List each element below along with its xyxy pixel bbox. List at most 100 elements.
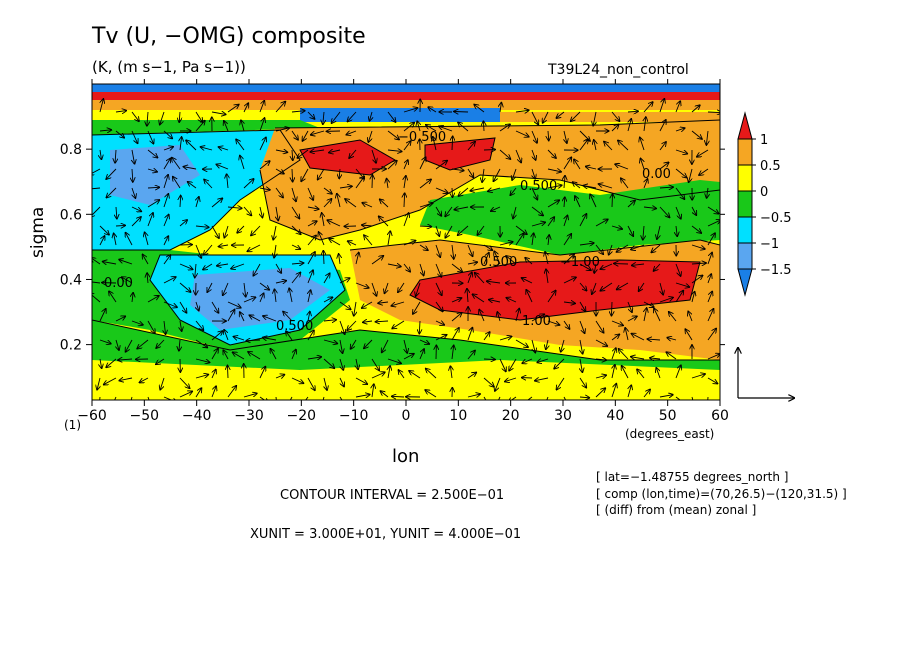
plot-area [92,84,720,400]
reference-vector [738,348,794,398]
y-tick-label: 0.8 [60,142,82,158]
x-tick-label: 20 [502,408,520,424]
wind-vector [179,282,191,292]
wind-vector [657,225,660,239]
chart-title: Tv (U, −OMG) composite [92,24,366,49]
wind-vector [163,236,168,246]
wind-vector [92,168,101,175]
wind-vector [243,393,257,398]
wind-vector [340,339,343,353]
wind-vector [467,244,473,256]
x-tick-label: −60 [77,408,107,424]
wind-vector [452,345,454,360]
wind-vector [451,328,459,341]
wind-vector [115,225,125,226]
wind-vector [92,281,101,284]
wind-vector [667,338,677,340]
wind-vector [654,263,661,271]
wind-vector [100,358,102,368]
wind-vector [707,354,720,360]
wind-vector [345,199,357,208]
wind-vector [489,300,501,302]
wind-vector [403,263,410,272]
wind-vector [301,168,309,181]
wind-vector [675,282,689,287]
wind-vector [522,396,533,400]
wind-vector [547,291,556,303]
wind-vector [545,252,548,265]
wind-vector [99,339,111,344]
wind-vector [227,105,239,113]
wind-vector [574,159,581,170]
wind-vector [195,358,210,362]
wind-vector [387,358,401,363]
wind-vector [323,251,324,265]
wind-vector [115,130,124,138]
wind-vector [595,219,608,227]
wind-vector [403,141,411,151]
wind-vector [179,339,180,351]
wind-vector [692,292,695,303]
wind-vector [706,130,708,145]
wind-vector [467,394,480,397]
wind-vector [387,111,396,122]
wind-vector [571,111,581,121]
wind-vector [548,235,549,246]
wind-vector [609,244,612,255]
wind-vector [163,255,170,265]
wind-vector [419,349,424,360]
wind-vector [479,310,485,322]
wind-vector [297,149,309,158]
wind-vector [483,244,492,250]
wind-vector [346,131,357,135]
wind-vector [196,197,199,208]
wind-vector [675,168,687,178]
wind-vector [126,233,133,246]
wind-vector [339,168,340,178]
wind-vector [611,334,619,341]
wind-vector [691,244,705,249]
wind-vector [310,150,325,152]
colorbar-label: −1 [760,237,779,252]
wind-vector [675,291,683,303]
wind-vector [435,301,443,311]
wind-vector [99,236,105,246]
wind-vector [211,198,222,208]
wind-vector [372,384,374,398]
wind-vector [224,225,229,238]
x-tick-label: 30 [554,408,572,424]
wind-vector [643,207,656,208]
wind-vector [483,377,494,387]
wind-vector [398,370,405,379]
wind-vector [435,206,441,216]
wind-vector [163,194,168,208]
wind-vectors [92,99,720,400]
wind-vector [241,120,244,132]
wind-vector [419,157,426,170]
wind-vector [516,309,519,322]
wind-vector [92,206,101,217]
wind-vector [227,301,241,308]
wind-vector [631,357,645,359]
wind-vector [628,385,631,398]
wind-vector [332,111,341,123]
contour-label: −0.500 [398,130,446,145]
colorbar-segment [737,111,753,140]
wind-vector [579,214,586,227]
wind-vector [675,128,685,131]
region-blue-mid-west [190,268,330,330]
wind-vector [131,217,141,227]
wind-vector [186,140,197,151]
wind-vector [707,206,719,214]
wind-vector [371,358,379,370]
wind-vector [163,130,172,138]
wind-vector [143,255,149,265]
wind-vector [322,396,325,400]
wind-vector [499,242,513,245]
wind-vector [291,350,296,360]
wind-vector [467,272,472,284]
wind-vector [531,149,536,160]
wind-vector [385,282,388,293]
colorbar-segment [737,164,753,192]
wind-vector [660,282,663,295]
